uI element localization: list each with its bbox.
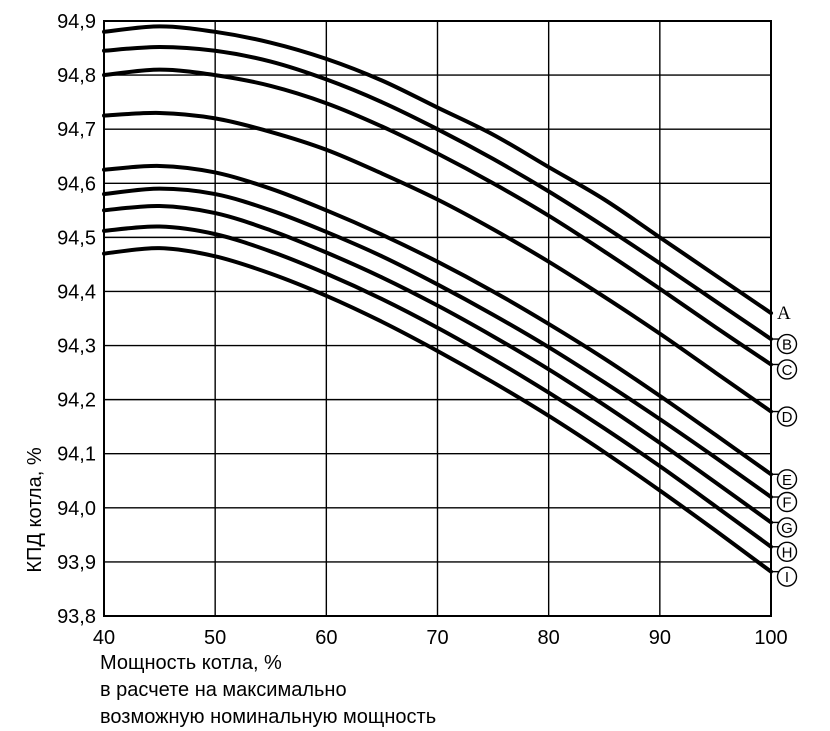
marker-h: H [771,541,798,562]
y-tick-label: 94,3 [57,336,96,358]
marker-b: B [771,333,798,355]
svg-text:H: H [782,544,793,561]
marker-e: E [771,469,798,490]
svg-text:B: B [782,337,792,354]
y-tick-label: 94,6 [57,173,96,195]
svg-text:A: A [777,303,791,324]
curve-f [102,186,773,499]
x-tick-label: 90 [649,627,671,649]
x-tick-label: 100 [754,627,787,649]
marker-i: I [771,566,798,587]
y-tick-label: 94,4 [57,281,96,303]
x-tick-label: 60 [315,627,337,649]
x-tick-label: 40 [93,627,115,649]
marker-d: D [771,406,798,427]
y-tick-label: 94,8 [57,65,96,87]
x-tick-label: 50 [204,627,226,649]
svg-text:D: D [782,409,793,426]
curve-c [102,67,773,367]
y-tick-label: 94,1 [57,444,96,466]
x-tick-label: 80 [538,627,560,649]
svg-text:G: G [781,520,793,537]
efficiency-curves [102,24,773,574]
curve-g [102,203,773,525]
curve-h [102,224,773,549]
y-tick-label: 93,8 [57,606,96,628]
svg-text:F: F [782,495,791,512]
curve-b [102,44,773,342]
curve-a [102,24,773,316]
grid [103,20,772,617]
y-tick-label: 94,0 [57,498,96,520]
x-axis-label-line-2: в расчете на максимально [100,679,347,701]
y-tick-label: 94,2 [57,390,96,412]
x-axis-label-line-1: Мощность котла, % [100,652,282,674]
y-axis-ticks: 93,8 93,9 94,0 94,1 94,2 94,3 94,4 94,5 94,6 94,7… [57,11,96,628]
marker-g: G [771,517,798,538]
y-axis-label: КПД котла, % [24,447,46,572]
svg-text:C: C [782,362,793,379]
y-tick-label: 94,9 [57,11,96,33]
curve-i [102,246,773,574]
marker-c: C [771,359,798,380]
x-axis-ticks: 40 50 60 70 80 90 100 [93,627,788,649]
x-tick-label: 70 [426,627,448,649]
y-tick-label: 94,5 [57,227,96,249]
svg-text:I: I [785,569,789,586]
marker-a: A [777,303,791,324]
plot-frame [103,20,772,617]
x-axis-label-line-3: возможную номинальную мощность [100,706,436,728]
y-tick-label: 94,7 [57,119,96,141]
curve-e [102,163,773,477]
curve-d [102,110,773,414]
svg-text:E: E [782,472,792,489]
marker-f: F [771,491,798,513]
y-tick-label: 93,9 [57,552,96,574]
